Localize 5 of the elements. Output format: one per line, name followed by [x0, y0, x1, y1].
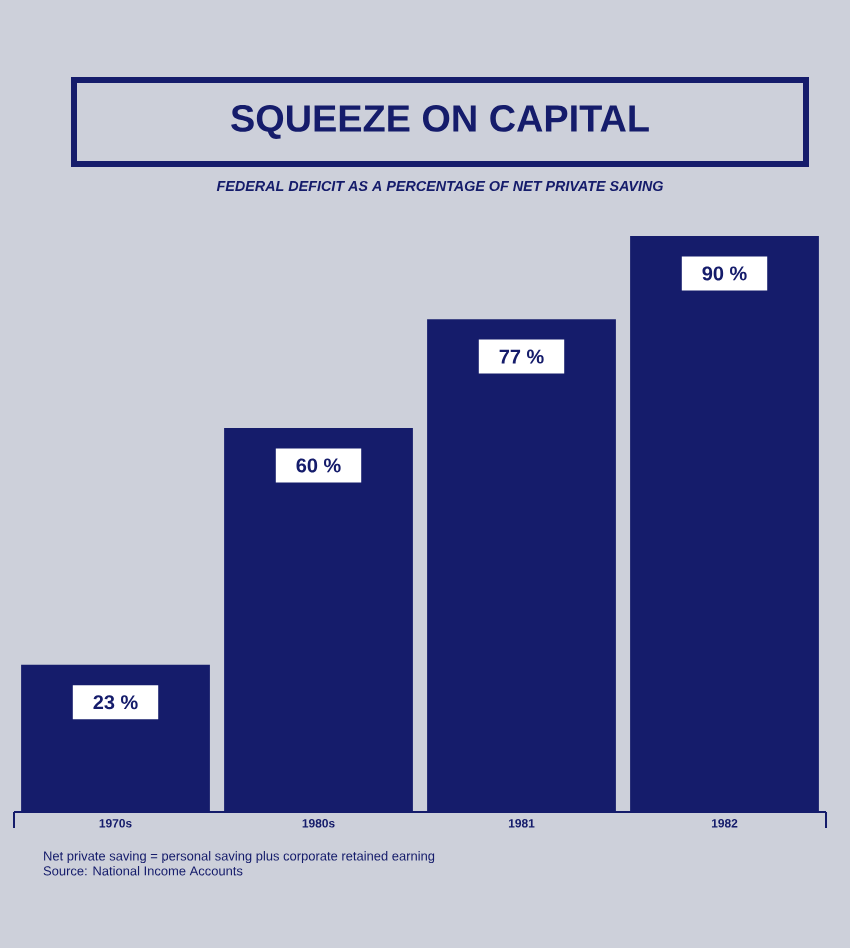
data-label: 23 %: [93, 695, 138, 710]
chart-title: SQUEEZE ON CAPITAL: [231, 105, 649, 139]
data-label: 90 %: [702, 266, 747, 281]
data-label: 77 %: [499, 349, 544, 364]
data-label: 60 %: [296, 458, 341, 473]
